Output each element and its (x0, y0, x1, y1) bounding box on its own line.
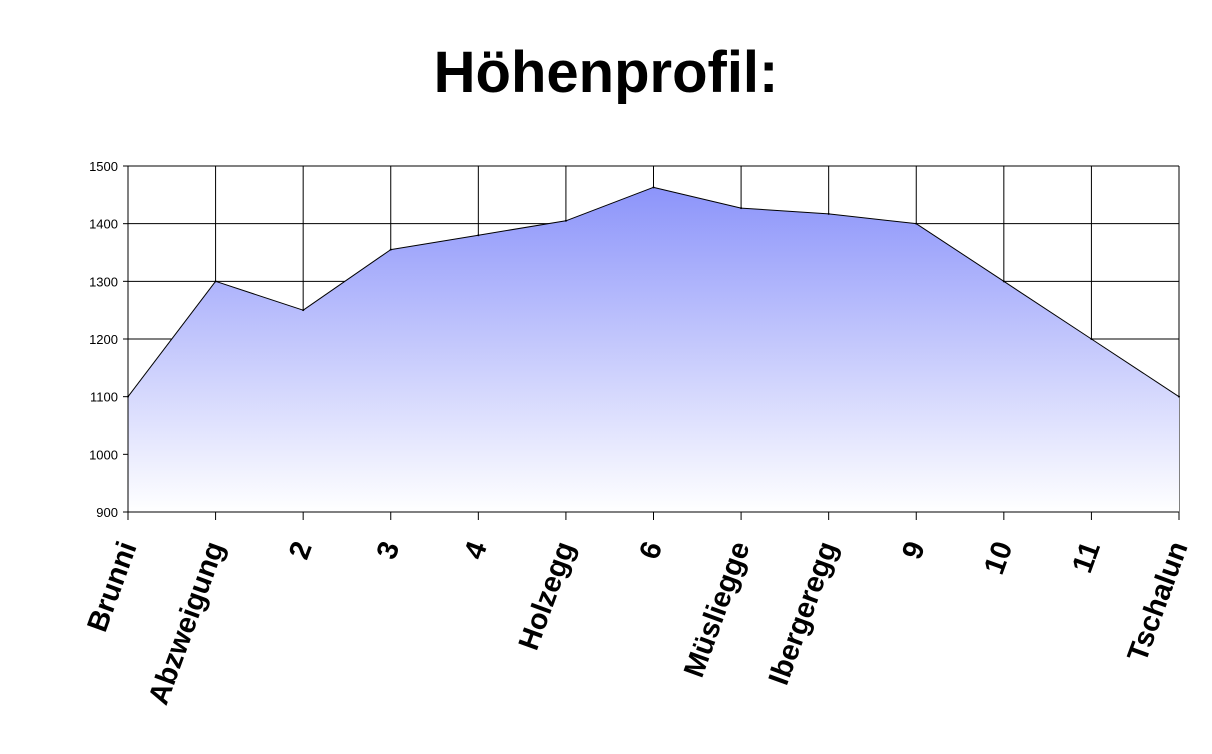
x-tick-label: 2 (283, 537, 319, 563)
series-line-segment (828, 213, 917, 225)
series-line-segment (915, 223, 1005, 282)
y-tick-label: 1300 (89, 274, 118, 289)
data-point (1002, 280, 1005, 283)
y-tick-label: 1100 (90, 390, 118, 405)
series-line-segment (1091, 338, 1180, 398)
series-line-segment (215, 280, 304, 311)
series-line-segment (741, 207, 829, 215)
x-tick-label: Müsliegge (678, 537, 757, 681)
data-point (477, 234, 480, 237)
data-point (389, 248, 392, 251)
data-point (564, 219, 567, 222)
chart-title: Höhenprofil: (433, 40, 779, 105)
y-tick-label: 900 (96, 505, 118, 520)
x-tick-label: Brunni (82, 537, 144, 636)
series-line-segment (1003, 280, 1092, 340)
data-point (827, 212, 830, 215)
x-tick-label: 4 (458, 537, 494, 563)
data-point (214, 280, 217, 283)
data-point (1090, 338, 1093, 340)
y-tick-labels: 900 1000 1100 1200 1300 1400 1500 (89, 159, 118, 520)
data-point (652, 186, 655, 189)
x-tick-label: Tschalun (1122, 537, 1195, 666)
y-tick-label: 1500 (89, 159, 118, 174)
data-point (740, 207, 743, 210)
series-line-segment (478, 220, 566, 236)
y-tick-label: 1400 (89, 217, 118, 232)
area-series (127, 186, 1180, 512)
x-tick-labels: Brunni Abzweigung 2 3 4 Holzegg 6 Müsliegge Iber… (82, 537, 1195, 708)
area-fill (128, 187, 1179, 512)
y-tick-label: 1000 (89, 447, 118, 462)
series-line-segment (390, 234, 479, 251)
series-line-segment (653, 186, 742, 209)
x-tick-label: 6 (633, 537, 669, 563)
x-tick-label: 11 (1066, 537, 1107, 577)
series-line-segment (565, 186, 654, 222)
axes (123, 165, 1180, 520)
x-tick-label: Abzweigung (143, 537, 231, 708)
x-tick-label: Ibergeregg (763, 537, 844, 689)
series-line-segment (302, 249, 392, 311)
x-tick-label: 10 (978, 537, 1019, 578)
data-point (302, 309, 305, 312)
x-tick-label: Holzegg (513, 537, 582, 654)
data-point (915, 222, 918, 225)
y-tick-label: 1200 (89, 332, 118, 347)
data-point (1178, 395, 1180, 398)
x-tick-label: 3 (371, 537, 407, 563)
x-tick-label: 9 (896, 537, 932, 563)
series-line-segment (127, 281, 216, 397)
